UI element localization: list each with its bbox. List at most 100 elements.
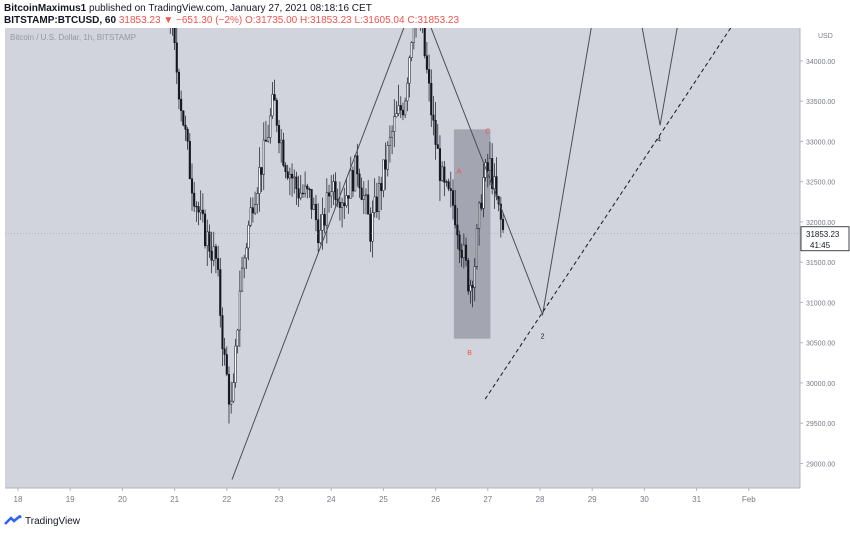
candle-body — [230, 400, 233, 405]
wave-projection-line — [231, 28, 678, 480]
candle-body — [488, 158, 492, 171]
candle-body — [327, 192, 331, 197]
candle-body — [317, 219, 320, 244]
x-tick-label: 27 — [483, 495, 492, 504]
candle-body — [434, 120, 437, 145]
candle-body — [173, 28, 176, 43]
author-name[interactable]: BitcoinMaximus1 — [4, 3, 87, 14]
price-change: ▼ −651.30 (−2%) — [163, 15, 243, 26]
candle-body — [227, 373, 231, 405]
candle-body — [380, 183, 383, 191]
symbol-info: BITSTAMP:BTCUSD, 60 31853.23 ▼ −651.30 (… — [4, 15, 459, 26]
price-axis — [800, 28, 850, 488]
candle-body — [312, 204, 315, 210]
candle-body — [393, 116, 396, 132]
symbol-name: BITSTAMP:BTCUSD, 60 — [4, 15, 117, 26]
candle-body — [430, 83, 433, 116]
candle-body — [438, 148, 441, 181]
candle-body — [249, 207, 252, 226]
candle-body — [234, 345, 237, 383]
candle-body — [345, 195, 348, 206]
candle-body — [501, 219, 505, 230]
y-tick-label: 32500.00 — [806, 180, 835, 187]
last-price: 31853.23 — [118, 15, 161, 26]
candle-body — [264, 139, 267, 142]
candle-body — [386, 145, 389, 170]
candle-body — [236, 329, 239, 347]
candle-body — [351, 170, 354, 192]
candle-body — [245, 247, 248, 259]
candle-body — [201, 209, 204, 215]
candle-body — [221, 315, 224, 350]
candle-body — [240, 267, 244, 292]
price-chart[interactable]: Bitcoin / U.S. Dollar, 1h, BITSTAMP USD 29… — [0, 28, 850, 513]
x-tick-label: 28 — [536, 495, 545, 504]
candle-body — [223, 348, 226, 355]
candle-body — [330, 191, 333, 197]
candle-body — [384, 159, 387, 170]
candle-body — [210, 250, 213, 261]
y-tick-label: 34000.00 — [806, 59, 835, 66]
candle-body — [262, 139, 265, 175]
tradingview-brand: TradingView — [25, 515, 81, 527]
y-tick-label: 30000.00 — [806, 381, 835, 388]
candle-body — [473, 266, 476, 288]
candle-body — [475, 228, 478, 267]
candle-body — [284, 165, 287, 172]
candle-body — [184, 124, 187, 130]
candle-body — [280, 139, 283, 144]
candle-body — [478, 202, 481, 229]
candle-body — [469, 285, 472, 292]
candle-body — [482, 177, 485, 209]
candle-body — [180, 98, 183, 112]
candle-body — [197, 206, 200, 213]
candle-body — [299, 192, 302, 199]
candle-body — [493, 176, 496, 189]
y-tick-label: 29000.00 — [806, 462, 835, 469]
last-price-axis-label: 31853.23 — [806, 230, 840, 239]
x-tick-label: 20 — [118, 495, 127, 504]
candle-body — [286, 171, 289, 179]
candle-body — [378, 183, 381, 212]
candle-body — [295, 176, 298, 189]
candle-body — [354, 155, 357, 192]
candle-body — [267, 137, 270, 142]
candle-body — [243, 257, 246, 269]
candle-body — [451, 190, 455, 206]
candle-body — [371, 212, 374, 242]
wave-label: A — [457, 169, 462, 176]
candle-body — [206, 231, 209, 247]
x-tick-label: Feb — [742, 495, 756, 504]
low-value: L:31605.04 — [354, 15, 405, 26]
candle-body — [338, 202, 341, 208]
candle-body — [388, 136, 391, 146]
candle-body — [401, 109, 405, 116]
candle-body — [408, 57, 411, 84]
candle-body — [423, 28, 426, 56]
x-tick-label: 25 — [379, 495, 388, 504]
publish-info: BitcoinMaximus1 published on TradingView… — [4, 3, 372, 14]
candle-body — [391, 131, 394, 138]
candle-body — [460, 249, 463, 258]
candle-body — [288, 173, 291, 179]
candle-body — [193, 192, 196, 207]
x-tick-label: 21 — [170, 495, 179, 504]
x-tick-label: 23 — [275, 495, 284, 504]
y-tick-label: 32000.00 — [806, 220, 835, 227]
candle-body — [175, 42, 178, 73]
candle-body — [277, 125, 281, 144]
candle-body — [436, 144, 439, 149]
candle-body — [412, 28, 415, 43]
candle-body — [404, 100, 407, 116]
wave-label: 4 — [657, 136, 661, 143]
bar-countdown: 41:45 — [810, 241, 831, 250]
y-tick-label: 33500.00 — [806, 99, 835, 106]
candle-body — [410, 42, 413, 58]
candle-body — [347, 195, 350, 199]
tradingview-logo[interactable]: TradingView — [4, 515, 80, 527]
candle-body — [367, 194, 370, 215]
high-value: H:31853.23 — [300, 15, 352, 26]
candle-body — [195, 205, 198, 208]
candle-body — [258, 167, 261, 194]
candle-body — [332, 181, 335, 193]
